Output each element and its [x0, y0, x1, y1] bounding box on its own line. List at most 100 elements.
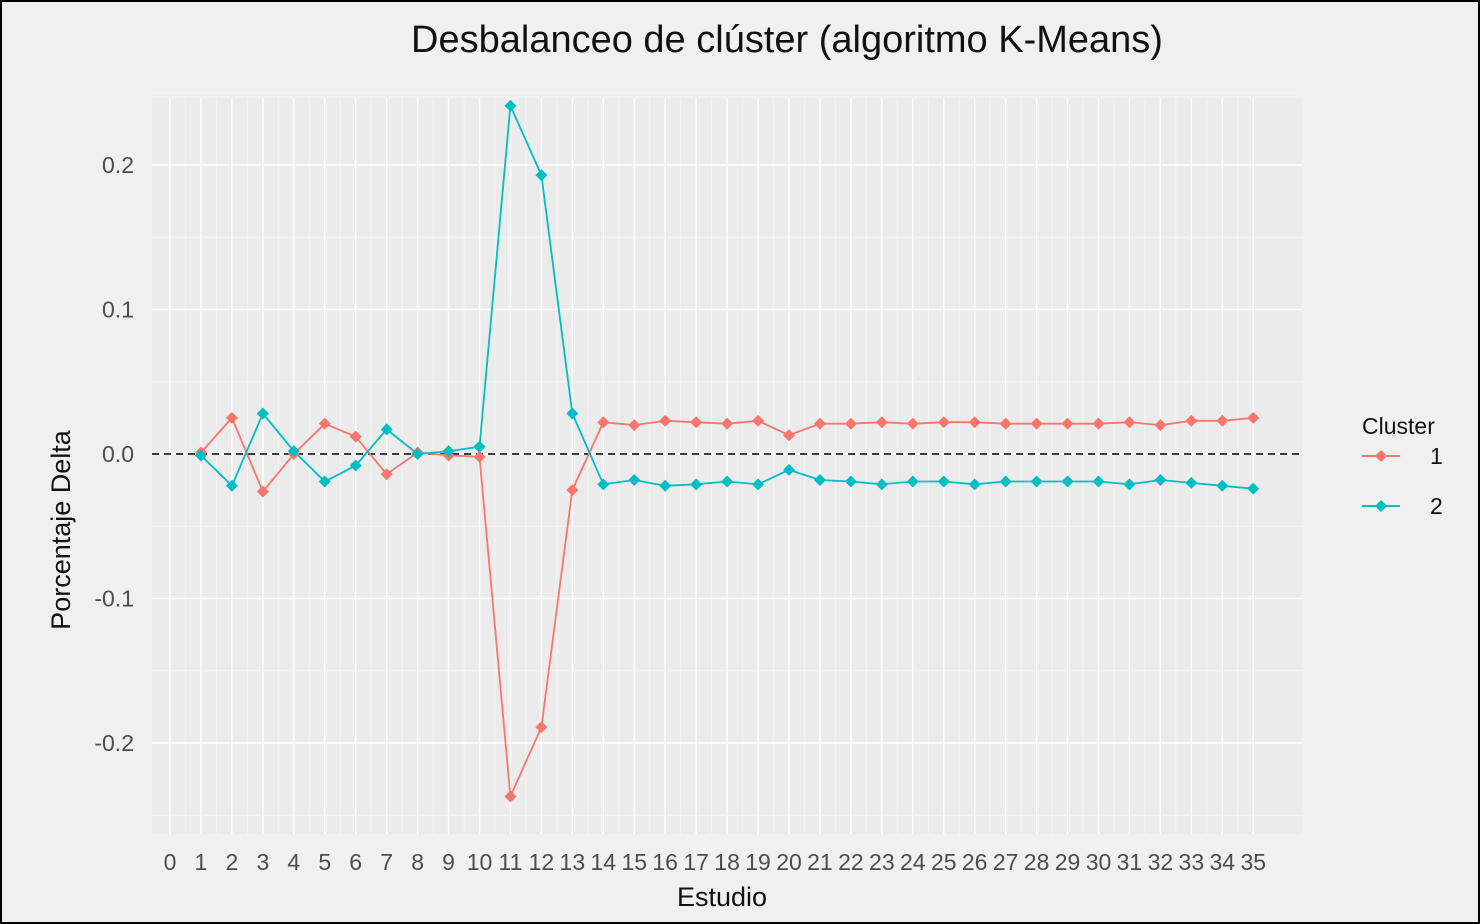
- data-point-series-1: [875, 416, 888, 429]
- data-point-series-2: [1061, 475, 1074, 488]
- data-point-series-1: [225, 411, 238, 424]
- data-point-series-1: [659, 414, 672, 427]
- x-tick-label: 28: [1024, 849, 1050, 875]
- y-axis-ticks: 0.2 0.1 0.0 -0.1 -0.2: [94, 152, 134, 756]
- data-point-series-2: [999, 475, 1012, 488]
- legend: Cluster 1 2: [1362, 413, 1443, 519]
- x-tick-label: 4: [287, 849, 300, 875]
- data-point-series-2: [1247, 482, 1260, 495]
- data-point-series-2: [287, 445, 300, 458]
- data-point-series-2: [225, 479, 238, 492]
- legend-label-2: 2: [1430, 493, 1443, 519]
- data-point-series-1: [968, 416, 981, 429]
- x-tick-label: 24: [900, 849, 926, 875]
- data-point-series-2: [473, 440, 486, 453]
- data-point-series-2: [1123, 478, 1136, 491]
- data-point-series-1: [1154, 419, 1167, 432]
- x-tick-label: 8: [411, 849, 424, 875]
- x-tick-label: 18: [714, 849, 740, 875]
- x-tick-label: 31: [1117, 849, 1143, 875]
- data-point-series-1: [318, 417, 331, 430]
- data-point-series-1: [844, 417, 857, 430]
- x-tick-label: 21: [807, 849, 833, 875]
- x-tick-label: 30: [1086, 849, 1112, 875]
- grid-lines: [152, 92, 1302, 834]
- data-point-series-2: [968, 478, 981, 491]
- legend-key-marker-1: [1375, 450, 1387, 462]
- data-point-series-2: [349, 459, 362, 472]
- data-point-series-1: [813, 417, 826, 430]
- x-tick-label: 34: [1210, 849, 1236, 875]
- y-tick-label: 0.2: [102, 152, 134, 178]
- data-point-series-2: [1154, 474, 1167, 487]
- x-tick-label: 9: [442, 849, 455, 875]
- data-point-series-1: [1216, 414, 1229, 427]
- x-tick-label: 16: [652, 849, 678, 875]
- x-tick-label: 13: [560, 849, 586, 875]
- x-tick-label: 20: [776, 849, 802, 875]
- data-point-series-1: [999, 417, 1012, 430]
- data-point-series-2: [256, 407, 269, 420]
- chart-title: Desbalanceo de clúster (algoritmo K-Mean…: [411, 19, 1163, 61]
- data-point-series-2: [906, 475, 919, 488]
- x-tick-label: 15: [621, 849, 647, 875]
- data-point-series-1: [690, 416, 703, 429]
- data-point-series-2: [659, 479, 672, 492]
- x-tick-label: 33: [1179, 849, 1205, 875]
- y-tick-label: -0.2: [94, 730, 134, 756]
- x-tick-label: 19: [745, 849, 771, 875]
- data-point-series-2: [535, 169, 548, 182]
- x-tick-label: 35: [1240, 849, 1266, 875]
- x-tick-label: 1: [195, 849, 208, 875]
- y-tick-label: -0.1: [94, 586, 134, 612]
- y-tick-label: 0.1: [102, 297, 134, 323]
- x-tick-label: 17: [683, 849, 709, 875]
- y-tick-label: 0.0: [102, 441, 134, 467]
- data-point-series-2: [628, 474, 641, 487]
- x-tick-label: 29: [1055, 849, 1081, 875]
- data-point-series-1: [473, 450, 486, 463]
- data-point-series-1: [628, 419, 641, 432]
- x-tick-label: 32: [1148, 849, 1174, 875]
- x-tick-label: 23: [869, 849, 895, 875]
- data-point-series-1: [752, 414, 765, 427]
- data-point-series-2: [411, 448, 424, 460]
- x-tick-label: 5: [318, 849, 331, 875]
- x-tick-label: 12: [529, 849, 555, 875]
- x-tick-label: 25: [931, 849, 957, 875]
- data-point-series-2: [1185, 476, 1198, 489]
- data-point-series-1: [504, 790, 517, 803]
- data-point-series-2: [380, 423, 393, 436]
- data-point-series-2: [783, 463, 795, 476]
- x-tick-label: 26: [962, 849, 988, 875]
- data-point-series-2: [1030, 475, 1043, 488]
- data-point-series-1: [1185, 414, 1198, 427]
- x-tick-label: 0: [164, 849, 177, 875]
- x-tick-label: 22: [838, 849, 864, 875]
- data-point-series-2: [318, 475, 331, 488]
- data-point-series-2: [752, 478, 765, 491]
- data-point-series-1: [937, 416, 950, 429]
- y-axis-title: Porcentaje Delta: [46, 429, 76, 630]
- data-point-series-1: [1123, 416, 1136, 429]
- x-tick-label: 6: [349, 849, 362, 875]
- data-point-series-1: [380, 468, 393, 481]
- data-point-series-1: [1247, 411, 1260, 424]
- data-point-series-1: [1030, 417, 1043, 430]
- x-tick-label: 10: [467, 849, 493, 875]
- x-tick-label: 11: [499, 849, 523, 875]
- data-point-series-2: [937, 475, 950, 488]
- data-point-series-1: [566, 484, 579, 497]
- data-point-series-1: [1061, 417, 1074, 430]
- data-point-series-2: [566, 407, 579, 420]
- data-point-series-2: [721, 475, 734, 488]
- data-point-series-1: [349, 430, 362, 443]
- data-point-series-1: [783, 429, 795, 442]
- series-points: [194, 99, 1260, 803]
- data-point-series-2: [844, 475, 857, 488]
- legend-key-marker-2: [1375, 500, 1387, 512]
- x-tick-label: 2: [226, 849, 239, 875]
- data-point-series-1: [721, 417, 734, 430]
- data-point-series-2: [813, 474, 826, 487]
